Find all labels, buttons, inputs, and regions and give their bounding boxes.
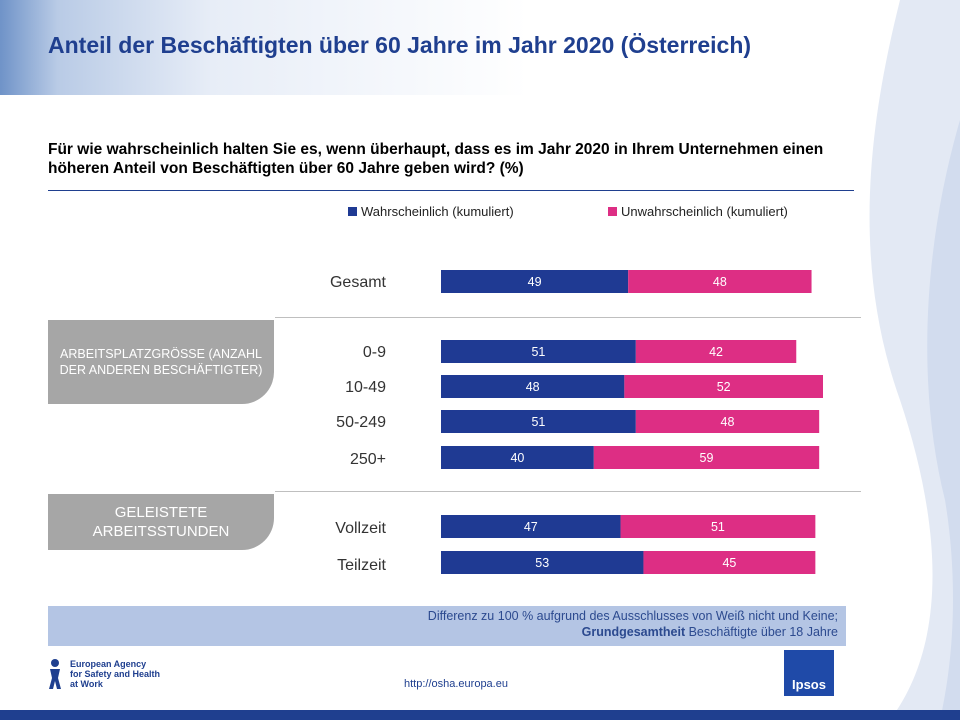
bar-unlikely-4 — [593, 446, 820, 469]
legend-label-unlikely: Unwahrscheinlich (kumuliert) — [621, 204, 788, 219]
data-label-unlikely-4: 59 — [700, 451, 714, 465]
bar-likely-0 — [441, 270, 629, 293]
bar-unlikely-6 — [643, 551, 816, 574]
category-label-vollzeit: Vollzeit — [335, 520, 386, 537]
category-label-gesamt: Gesamt — [329, 274, 386, 291]
data-label-likely-3: 51 — [531, 415, 545, 429]
legend-item-likely: Wahrscheinlich (kumuliert) — [348, 204, 514, 219]
data-label-unlikely-0: 48 — [713, 275, 727, 289]
category-label-teilzeit: Teilzeit — [337, 557, 386, 574]
data-label-unlikely-5: 51 — [711, 520, 725, 534]
decorative-wave — [869, 0, 960, 720]
footnote-line-2: Grundgesamtheit Beschäftigte über 18 Jah… — [48, 624, 838, 640]
page-title: Anteil der Beschäftigten über 60 Jahre i… — [48, 32, 752, 58]
legend-item-unlikely: Unwahrscheinlich (kumuliert) — [608, 204, 788, 219]
legend-label-likely: Wahrscheinlich (kumuliert) — [361, 204, 514, 219]
data-label-likely-2: 48 — [526, 380, 540, 394]
bar-likely-3 — [441, 410, 636, 433]
logo-line-1: European Agency — [70, 659, 147, 669]
footnote: Differenz zu 100 % aufgrund des Ausschlu… — [48, 606, 846, 646]
bar-unlikely-5 — [620, 515, 816, 538]
category-label-250-plus: 250+ — [349, 451, 386, 468]
data-label-unlikely-6: 45 — [722, 556, 736, 570]
eu-osha-logo-text: European Agency for Safety and Health at… — [70, 659, 160, 689]
logo-line-3: at Work — [70, 679, 103, 689]
data-label-likely-4: 40 — [510, 451, 524, 465]
bar-unlikely-2 — [624, 375, 823, 398]
bar-unlikely-3 — [635, 410, 820, 433]
legend-swatch-likely — [348, 207, 357, 216]
eu-osha-figure-icon — [49, 659, 61, 689]
osha-link[interactable]: http://osha.europa.eu — [404, 678, 508, 690]
eu-osha-logo: European Agency for Safety and Health at… — [46, 658, 160, 690]
header-background — [0, 0, 960, 95]
data-label-likely-0: 49 — [528, 275, 542, 289]
group-label-working-hours: GELEISTETE ARBEITSSTUNDEN — [48, 494, 274, 550]
bar-likely-1 — [441, 340, 636, 363]
category-label-0-9: 0-9 — [362, 344, 386, 361]
survey-question: Für wie wahrscheinlich halten Sie es, we… — [48, 141, 824, 177]
bar-likely-5 — [441, 515, 621, 538]
group-label-workplace-size: ARBEITSPLATZGRÖSSE (ANZAHL DER ANDEREN B… — [48, 320, 274, 404]
footnote-line-1: Differenz zu 100 % aufgrund des Ausschlu… — [427, 609, 838, 623]
data-label-likely-5: 47 — [524, 520, 538, 534]
ipsos-logo: Ipsos — [784, 650, 834, 696]
logo-line-2: for Safety and Health — [70, 669, 161, 679]
legend-swatch-unlikely — [608, 207, 617, 216]
data-label-likely-6: 53 — [535, 556, 549, 570]
footnote-base-label: Grundgesamtheit — [581, 625, 686, 639]
category-label-50-249: 50-249 — [336, 414, 386, 431]
category-label-10-49: 10-49 — [345, 379, 386, 396]
question-divider — [48, 190, 854, 191]
footer-bar — [0, 710, 960, 720]
bar-unlikely-1 — [635, 340, 797, 363]
footnote-base-text: Beschäftigte über 18 Jahre — [685, 625, 838, 639]
data-label-unlikely-1: 42 — [709, 345, 723, 359]
bar-likely-4 — [441, 446, 594, 469]
data-label-unlikely-3: 48 — [721, 415, 735, 429]
group-separator-2 — [275, 491, 861, 492]
bar-unlikely-0 — [628, 270, 812, 293]
bar-likely-6 — [441, 551, 644, 574]
bar-likely-2 — [441, 375, 625, 398]
group-separator-1 — [275, 317, 861, 318]
data-label-unlikely-2: 52 — [717, 380, 731, 394]
data-label-likely-1: 51 — [531, 345, 545, 359]
